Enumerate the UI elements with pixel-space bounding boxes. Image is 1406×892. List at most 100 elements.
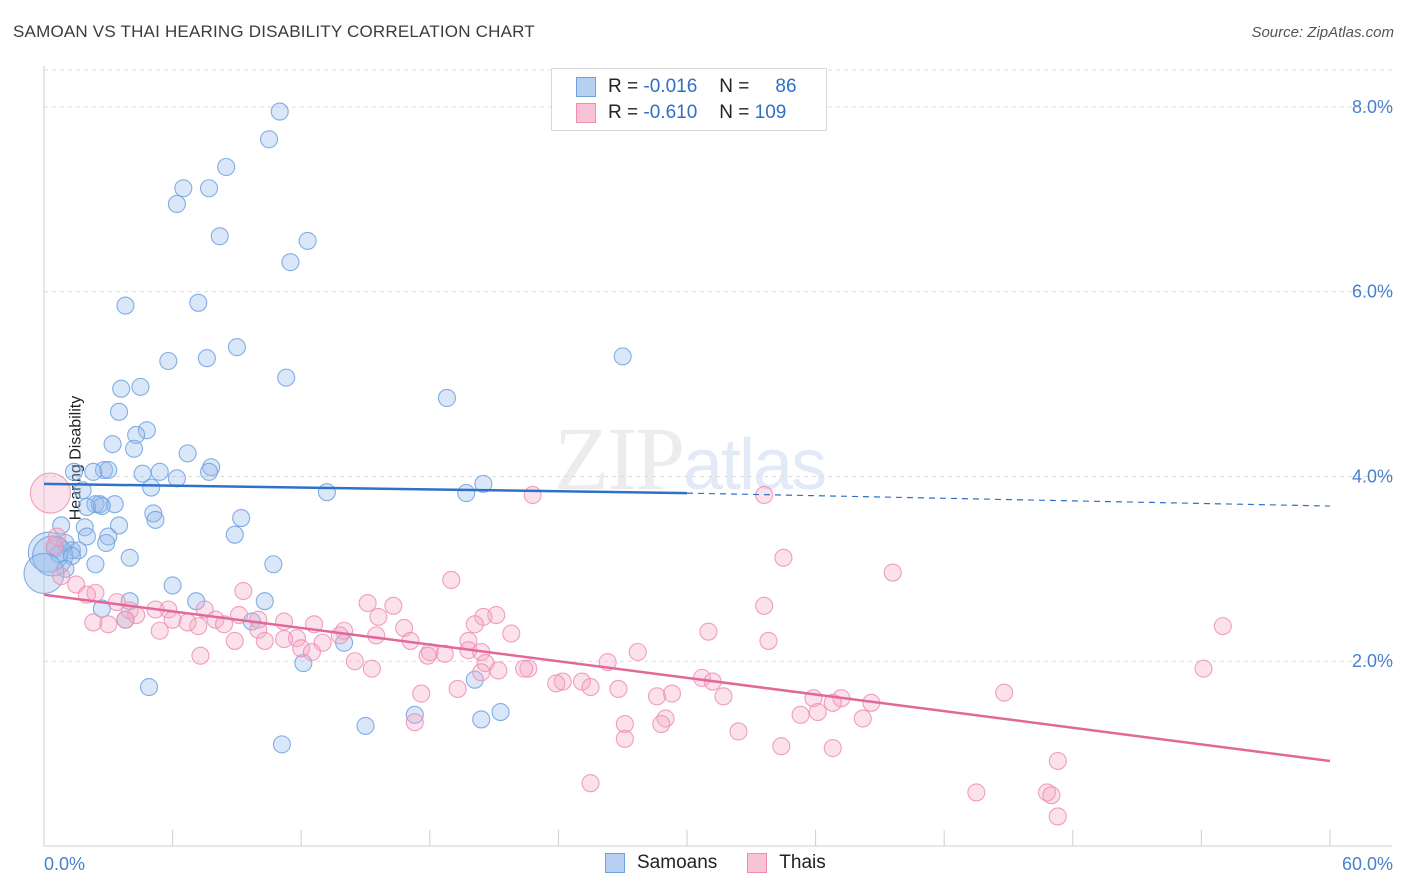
point-thais — [52, 567, 71, 586]
point-thais — [369, 607, 388, 626]
point-samoans — [163, 576, 182, 595]
point-samoans — [86, 555, 105, 574]
point-thais — [384, 596, 403, 615]
bottom-legend-label-thais: Thais — [779, 852, 826, 873]
point-thais — [358, 593, 377, 613]
point-samoans — [92, 496, 111, 516]
point-samoans — [437, 388, 456, 408]
point-samoans — [127, 425, 146, 444]
point-samoans — [150, 462, 169, 481]
tick-labels: 2.0% 4.0% 6.0% 8.0% 0.0% 60.0% — [44, 97, 1393, 874]
point-thais — [572, 672, 592, 691]
point-samoans — [472, 710, 491, 729]
point-samoans — [97, 533, 116, 553]
point-samoans — [405, 705, 424, 724]
point-samoans — [474, 474, 493, 493]
series-thais — [29, 472, 1232, 826]
x-tick-label-min: 0.0% — [44, 854, 85, 874]
point-samoans — [109, 402, 129, 421]
point-thais — [99, 615, 118, 634]
point-thais — [1048, 751, 1067, 771]
point-thais — [45, 536, 64, 555]
point-thais — [275, 630, 294, 649]
point-samoans — [159, 351, 178, 371]
point-thais — [150, 621, 169, 640]
point-samoans — [99, 527, 118, 546]
point-samoans — [92, 599, 111, 618]
point-samoans — [77, 497, 96, 517]
point-thais — [995, 683, 1014, 702]
point-thais — [330, 626, 349, 645]
point-thais — [772, 737, 791, 756]
point-samoans — [210, 227, 229, 246]
point-thais — [967, 783, 986, 802]
point-samoans — [174, 179, 193, 198]
point-thais — [791, 705, 810, 724]
point-thais — [628, 642, 647, 662]
point-thais — [234, 581, 253, 601]
series-samoans — [23, 102, 632, 754]
point-samoans — [178, 444, 197, 463]
point-thais — [609, 679, 628, 699]
x-tick-label-max: 60.0% — [1342, 854, 1393, 874]
trend-line-thais — [43, 593, 1331, 763]
point-thais — [465, 615, 484, 634]
trend-lines — [43, 482, 1331, 763]
point-thais — [519, 659, 538, 678]
point-thais — [472, 663, 491, 682]
point-thais — [489, 661, 508, 680]
point-thais — [214, 615, 234, 634]
point-thais — [448, 679, 467, 699]
point-samoans — [146, 510, 165, 529]
y-tick-label: 6.0% — [1352, 282, 1393, 302]
point-thais — [808, 702, 827, 722]
point-samoans — [167, 194, 186, 214]
point-thais — [442, 570, 461, 589]
bottom-legend-label-samoans: Samoans — [637, 852, 718, 873]
point-samoans — [465, 670, 484, 689]
watermark-atlas: atlas — [683, 425, 827, 505]
point-samoans — [112, 379, 131, 398]
point-samoans — [217, 157, 236, 177]
point-thais — [647, 687, 667, 706]
point-samoans — [133, 464, 152, 483]
point-thais — [581, 678, 600, 697]
point-thais — [774, 548, 793, 567]
point-thais — [418, 646, 437, 665]
trend-line-samoans — [43, 482, 688, 495]
point-samoans — [202, 458, 221, 477]
chart-source: Source: ZipAtlas.com — [1251, 24, 1394, 41]
legend-r-label: R = — [608, 76, 639, 97]
point-samoans — [109, 516, 129, 535]
point-samoans — [137, 421, 156, 440]
legend-n-label: N = — [719, 76, 750, 97]
point-thais — [553, 672, 572, 691]
chart-title: SAMOAN VS THAI HEARING DISABILITY CORREL… — [13, 22, 535, 41]
legend-swatch-samoans — [576, 77, 596, 97]
legend: R = -0.016 N = 86 R = -0.610 N = 109 — [551, 68, 827, 131]
legend-n-label: N = — [719, 102, 750, 123]
point-thais — [362, 659, 381, 678]
point-thais — [853, 709, 872, 728]
point-samoans — [298, 231, 317, 250]
point-samoans — [259, 130, 279, 149]
point-samoans — [225, 525, 244, 544]
point-samoans — [277, 368, 296, 387]
point-thais — [652, 715, 671, 734]
point-thais — [189, 617, 208, 636]
point-thais — [405, 713, 424, 732]
trend-line-samoans-extension — [686, 492, 1331, 507]
point-thais — [287, 629, 306, 648]
point-thais — [755, 596, 774, 615]
legend-row-thais: R = -0.610 N = 109 — [576, 100, 786, 126]
point-thais — [1042, 786, 1061, 805]
legend-r-value: -0.016 — [643, 76, 698, 97]
point-thais — [823, 693, 842, 712]
y-tick-label: 2.0% — [1352, 651, 1393, 671]
point-thais — [547, 674, 566, 693]
bottom-legend-thais: Thais — [747, 852, 826, 874]
point-samoans — [124, 439, 144, 458]
point-samoans — [199, 462, 219, 481]
point-thais — [345, 652, 364, 671]
point-thais — [523, 485, 542, 505]
